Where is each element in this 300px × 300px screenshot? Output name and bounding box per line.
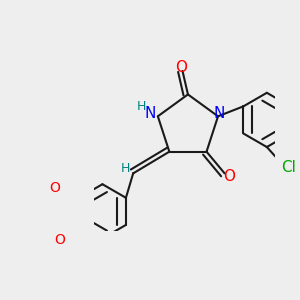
Text: N: N (145, 106, 156, 121)
Text: O: O (176, 60, 188, 75)
Text: Cl: Cl (281, 160, 296, 175)
Text: O: O (49, 181, 60, 195)
Text: H: H (120, 162, 130, 176)
Text: O: O (223, 169, 235, 184)
Text: H: H (137, 100, 146, 113)
Text: O: O (55, 233, 65, 247)
Text: methoxy: methoxy (18, 185, 48, 191)
Text: N: N (213, 106, 225, 121)
